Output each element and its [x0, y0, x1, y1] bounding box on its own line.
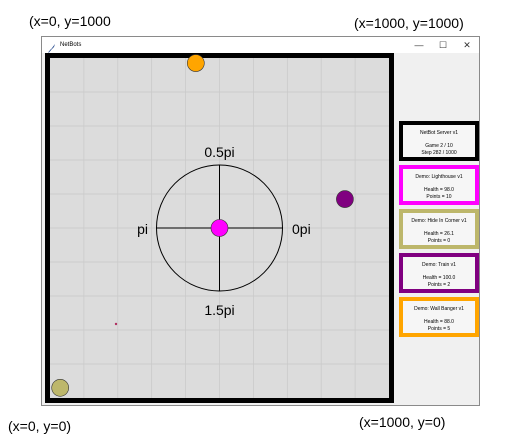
bot-name: Demo: Lighthouse v1 [415, 174, 463, 180]
robot-marker [51, 378, 69, 397]
maximize-button[interactable]: ☐ [438, 39, 448, 50]
close-button[interactable]: ✕ [463, 39, 471, 50]
bot-panel-wall-banger: Demo: Wall Banger v1 Health = 88.0 Point… [399, 297, 479, 337]
bot-name: Demo: Wall Banger v1 [414, 306, 464, 312]
robot-marker [336, 190, 354, 208]
compass-label-left: pi [137, 221, 148, 237]
corner-label-top-right: (x=1000, y=1000) [354, 15, 464, 31]
bot-health: Health = 98.0 [424, 187, 454, 193]
bot-health: Health = 88.0 [424, 319, 454, 325]
bot-health: Health = 100.0 [422, 275, 456, 281]
bot-name: Demo: Hide In Corner v1 [411, 218, 467, 224]
bot-health: Health = 26.1 [424, 231, 454, 237]
robot-marker [187, 54, 205, 72]
bot-panel-lighthouse: Demo: Lighthouse v1 Health = 98.0 Points… [399, 165, 479, 205]
robot-marker [210, 219, 229, 237]
netbots-window: NetBots — ☐ ✕ 0.5pi pi 0pi 1.5pi NetBot … [41, 36, 480, 406]
bot-points: Points = 5 [427, 326, 451, 332]
shell-marker [114, 322, 118, 326]
corner-label-top-left: (x=0, y=1000 [29, 13, 111, 29]
bot-panel-train: Demo: Train v1 Health = 100.0 Points = 2 [399, 253, 479, 293]
bot-name: Demo: Train v1 [422, 262, 456, 268]
compass-label-bottom: 1.5pi [204, 302, 234, 318]
compass-label-top: 0.5pi [204, 144, 234, 160]
server-step: Step 282 / 1000 [421, 150, 457, 156]
bot-panel-hide-in-corner: Demo: Hide In Corner v1 Health = 26.1 Po… [399, 209, 479, 249]
corner-label-bottom-right: (x=1000, y=0) [359, 414, 446, 430]
corner-label-bottom-left: (x=0, y=0) [8, 418, 72, 434]
server-title: NetBot Server v1 [419, 130, 459, 136]
server-game: Game 2 / 10 [425, 143, 453, 149]
feather-icon [47, 40, 57, 53]
arena: 0.5pi pi 0pi 1.5pi [45, 53, 394, 403]
window-title: NetBots [60, 42, 82, 48]
bot-points: Points = 0 [427, 238, 451, 244]
bot-points: Points = 2 [427, 282, 451, 288]
compass-label-right: 0pi [292, 221, 311, 237]
bot-points: Points = 10 [426, 194, 452, 200]
robots-layer [51, 54, 354, 397]
minimize-button[interactable]: — [414, 40, 424, 50]
title-bar[interactable]: NetBots — ☐ ✕ [42, 37, 479, 53]
server-panel: NetBot Server v1 Game 2 / 10 Step 282 / … [399, 121, 479, 161]
